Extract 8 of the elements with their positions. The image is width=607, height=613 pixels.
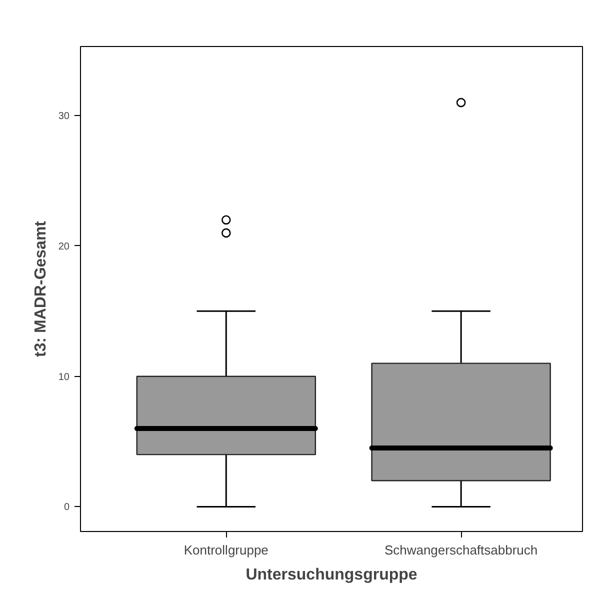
y-tick-label: 10 (58, 372, 70, 383)
y-tick-label: 30 (58, 111, 70, 122)
x-tick-label: Schwangerschaftsabbruch (384, 542, 538, 558)
x-tick-label: Kontrollgruppe (184, 542, 268, 558)
y-tick-label: 20 (58, 241, 70, 252)
y-axis-title: t3: MADR-Gesamt (32, 220, 50, 358)
y-tick-label: 0 (64, 502, 70, 514)
x-axis-title: Untersuchungsgruppe (246, 566, 418, 584)
